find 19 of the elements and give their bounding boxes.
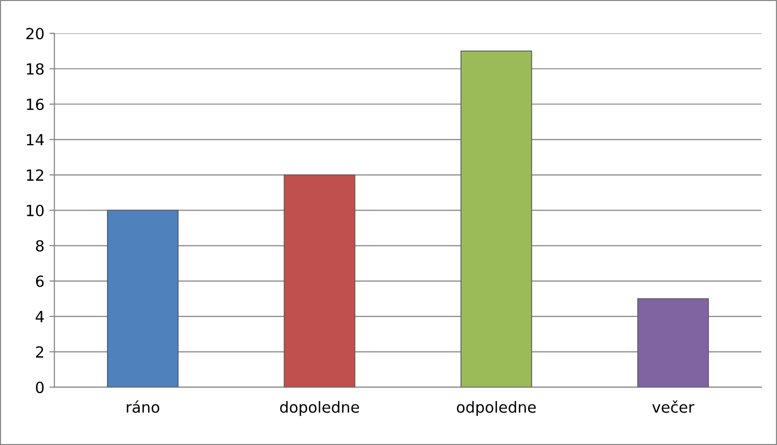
y-tick-label: 12 xyxy=(26,169,44,181)
y-tick-label: 16 xyxy=(26,98,44,110)
y-tick-label: 4 xyxy=(36,311,44,322)
y-tick-label: 14 xyxy=(26,134,44,146)
bar xyxy=(637,298,709,388)
bar xyxy=(107,210,179,388)
y-tick-label: 10 xyxy=(26,204,44,216)
y-tick-label: 2 xyxy=(36,346,44,358)
bar xyxy=(460,50,532,388)
y-tick-label: 0 xyxy=(36,382,44,394)
bar xyxy=(284,174,356,388)
x-tick-label: dopoledne xyxy=(280,401,359,416)
x-tick-label: večer xyxy=(652,400,694,413)
x-tick-label: ráno xyxy=(126,400,160,413)
y-tick-label: 18 xyxy=(26,63,44,75)
y-tick-label: 8 xyxy=(36,240,44,252)
x-tick-label: odpoledne xyxy=(456,401,536,416)
y-tick-label: 20 xyxy=(26,28,44,40)
y-tick-label: 6 xyxy=(36,275,44,288)
